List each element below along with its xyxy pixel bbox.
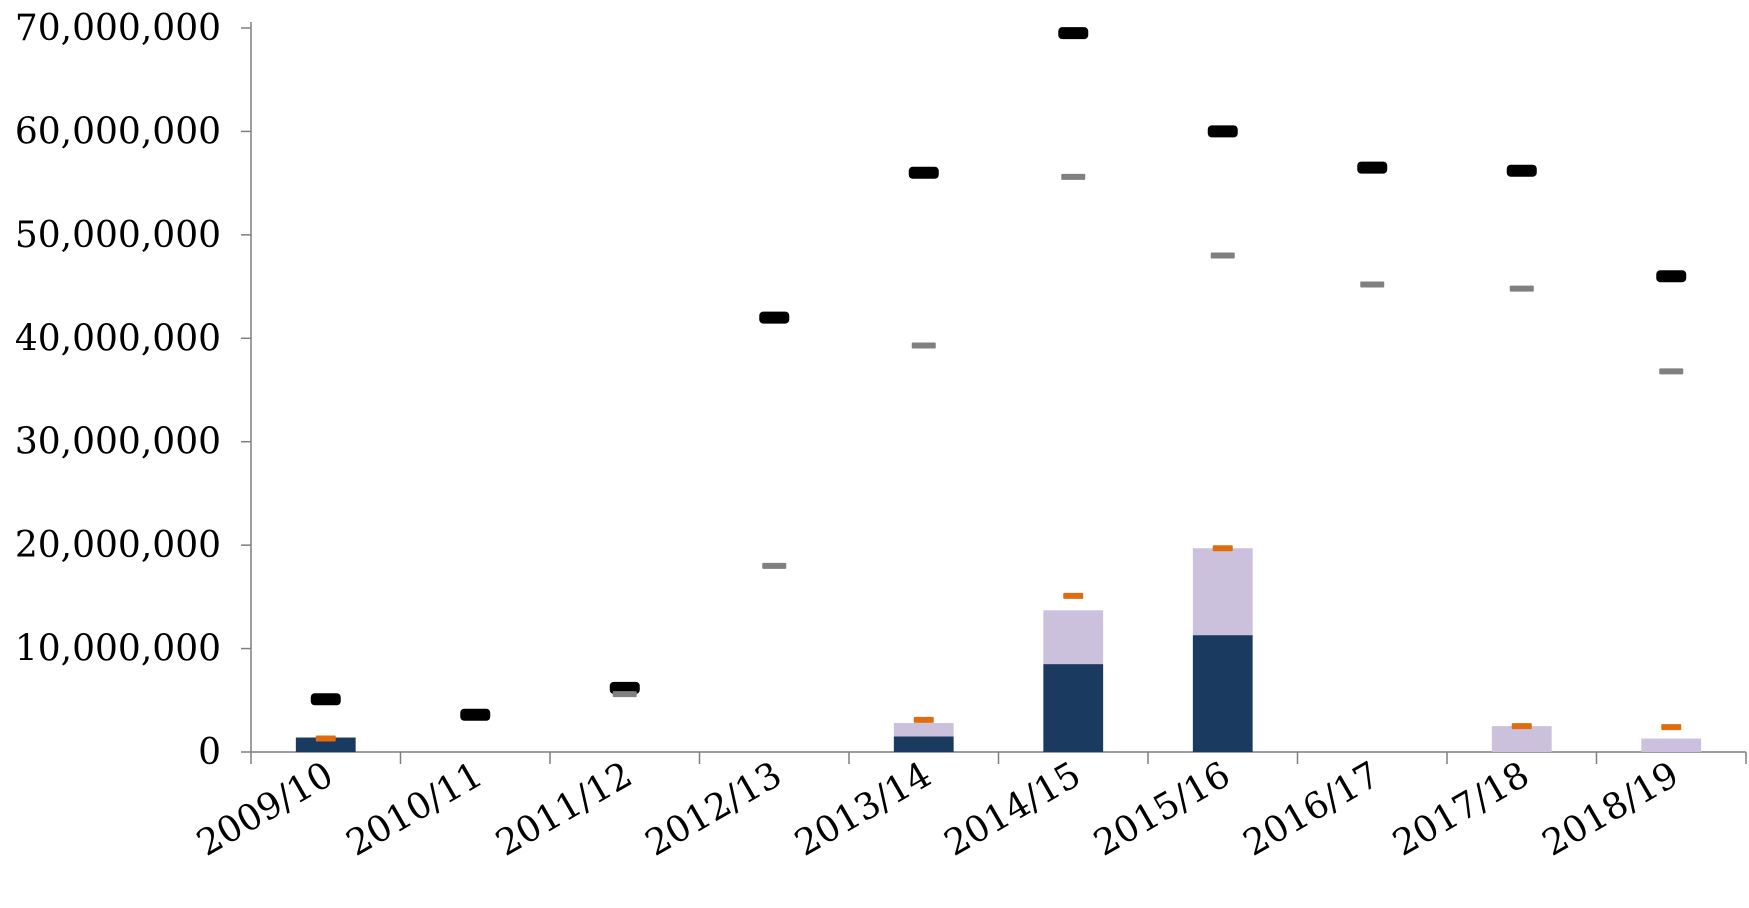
marker-point: [1506, 164, 1537, 177]
y-tick-label: 50,000,000: [15, 215, 221, 256]
bar: [1641, 738, 1702, 752]
marker-point: [315, 735, 336, 742]
bar: [893, 736, 954, 752]
y-tick-label: 30,000,000: [15, 422, 221, 463]
x-tick-label: 2016/17: [1237, 754, 1387, 864]
x-tick-label: 2013/14: [788, 754, 938, 864]
x-tick-label: 2017/18: [1386, 754, 1536, 864]
bar: [1491, 726, 1552, 752]
marker-point: [911, 342, 936, 349]
x-tick-label: 2018/19: [1536, 754, 1686, 864]
bar: [295, 737, 356, 752]
bar: [1192, 548, 1253, 636]
marker-point: [1210, 252, 1235, 259]
y-tick-label: 10,000,000: [15, 629, 221, 670]
bar: [1192, 635, 1253, 752]
marker-point: [1509, 285, 1534, 292]
x-tick-label: 2014/15: [938, 754, 1088, 864]
x-tick-label: 2011/12: [489, 754, 639, 864]
marker-point: [1357, 161, 1388, 174]
marker-point: [1511, 723, 1532, 730]
bar: [893, 723, 954, 737]
marker-point: [762, 562, 787, 569]
marker-point: [1659, 368, 1684, 375]
marker-point: [1360, 281, 1385, 288]
x-tick-label: 2015/16: [1087, 754, 1237, 864]
marker-point: [460, 708, 491, 721]
marker-point: [913, 716, 934, 723]
x-tick-label: 2012/13: [639, 754, 789, 864]
marker-point: [612, 691, 637, 698]
marker-point: [908, 166, 939, 179]
marker-point: [1661, 724, 1682, 731]
bar: [1043, 610, 1104, 665]
marker-point: [1058, 27, 1089, 40]
y-tick-label: 40,000,000: [15, 318, 221, 359]
y-tick-label: 20,000,000: [15, 525, 221, 566]
marker-point: [1207, 125, 1238, 138]
marker-point: [1656, 270, 1687, 283]
x-tick-label: 2010/11: [340, 754, 490, 864]
y-tick-label: 70,000,000: [15, 8, 221, 49]
marker-point: [1063, 592, 1084, 599]
marker-point: [1061, 173, 1086, 180]
marker-point: [759, 311, 790, 324]
marker-point: [609, 681, 640, 694]
bar: [1043, 664, 1104, 752]
y-tick-label: 0: [198, 732, 221, 773]
marker-point: [310, 693, 341, 706]
y-tick-label: 60,000,000: [15, 111, 221, 152]
marker-point: [1212, 545, 1233, 552]
